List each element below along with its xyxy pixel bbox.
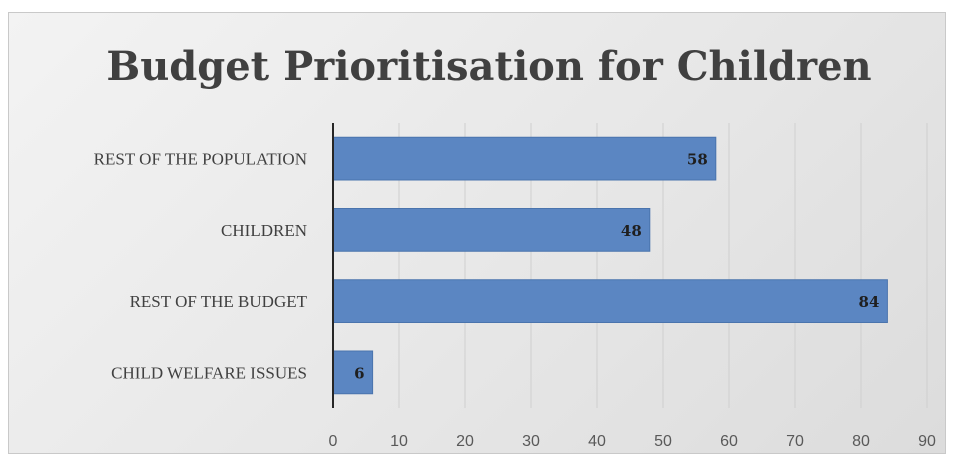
category-label: REST OF THE BUDGET bbox=[130, 292, 308, 311]
category-label: REST OF THE POPULATION bbox=[94, 150, 307, 169]
bar bbox=[332, 136, 717, 181]
data-label: 58 bbox=[687, 151, 708, 169]
x-tick-label: 20 bbox=[456, 433, 474, 450]
x-tick-label: 80 bbox=[852, 433, 870, 450]
bar bbox=[332, 350, 374, 395]
x-tick-label: 50 bbox=[654, 433, 672, 450]
category-labels: REST OF THE POPULATION CHILDREN REST OF TH… bbox=[94, 150, 308, 383]
bar bbox=[332, 279, 888, 323]
x-tick-label: 70 bbox=[786, 433, 804, 450]
chart-area: Budget Prioritisation for Children 58 48 8… bbox=[8, 12, 946, 454]
x-tick-label: 30 bbox=[522, 433, 540, 450]
bar bbox=[332, 208, 651, 252]
chart-title: Budget Prioritisation for Children bbox=[106, 43, 871, 90]
data-label: 6 bbox=[354, 364, 364, 382]
x-tick-label: 40 bbox=[588, 433, 606, 450]
x-tick-label: 10 bbox=[390, 433, 408, 450]
bars: 58 48 84 6 bbox=[332, 136, 888, 395]
data-label: 48 bbox=[621, 222, 642, 240]
x-tick-label: 0 bbox=[329, 433, 338, 450]
x-tick-label: 90 bbox=[918, 433, 936, 450]
category-label: CHILD WELFARE ISSUES bbox=[111, 363, 307, 382]
bar-chart: Budget Prioritisation for Children 58 48 8… bbox=[94, 43, 936, 450]
x-axis-ticks: 0 10 20 30 40 50 60 70 80 90 bbox=[329, 433, 936, 450]
data-label: 84 bbox=[859, 293, 880, 311]
x-tick-label: 60 bbox=[720, 433, 738, 450]
category-label: CHILDREN bbox=[221, 221, 307, 240]
